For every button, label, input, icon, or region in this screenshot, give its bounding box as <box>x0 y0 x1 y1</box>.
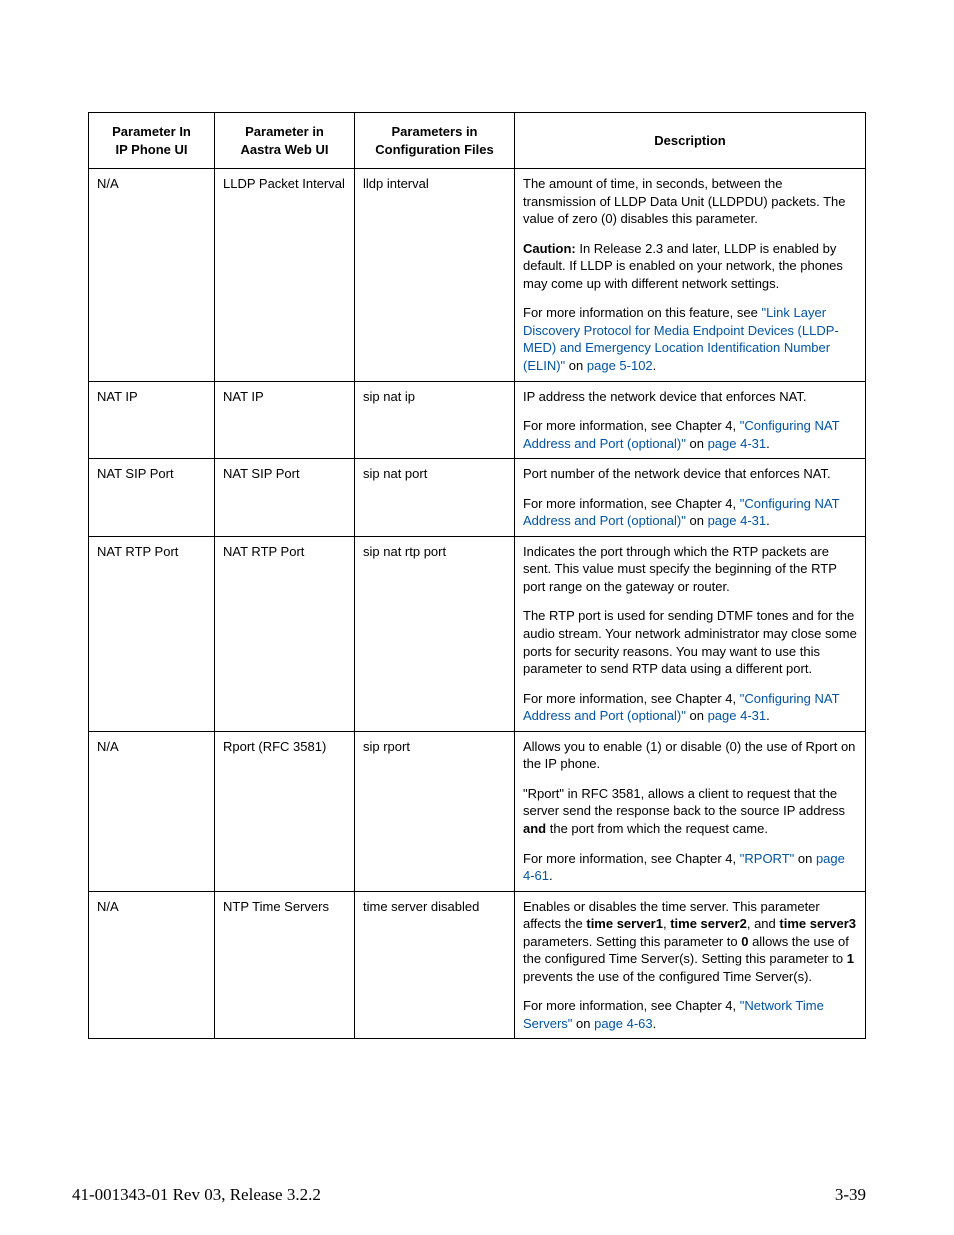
footer-page-number: 3-39 <box>835 1185 866 1205</box>
cell-config: sip nat port <box>355 459 515 537</box>
page-link[interactable]: page 4-31 <box>708 708 767 723</box>
cell-description: Indicates the port through which the RTP… <box>515 536 866 731</box>
cell-description: The amount of time, in seconds, between … <box>515 169 866 381</box>
header-config-files: Parameters inConfiguration Files <box>355 113 515 169</box>
cell-phone-ui: N/A <box>89 169 215 381</box>
table-row: N/A LLDP Packet Interval lldp interval T… <box>89 169 866 381</box>
desc-text: For more information, see Chapter 4, "RP… <box>523 850 857 885</box>
table-header-row: Parameter InIP Phone UI Parameter inAast… <box>89 113 866 169</box>
page-footer: 41-001343-01 Rev 03, Release 3.2.2 3-39 <box>72 1185 866 1205</box>
cell-description: Allows you to enable (1) or disable (0) … <box>515 731 866 891</box>
cell-phone-ui: N/A <box>89 731 215 891</box>
page-link[interactable]: page 4-63 <box>594 1016 653 1031</box>
table-row: NAT IP NAT IP sip nat ip IP address the … <box>89 381 866 459</box>
desc-text: For more information, see Chapter 4, "Co… <box>523 417 857 452</box>
cell-phone-ui: NAT IP <box>89 381 215 459</box>
cell-web-ui: NAT IP <box>215 381 355 459</box>
desc-text: IP address the network device that enfor… <box>523 388 857 406</box>
desc-text: The amount of time, in seconds, between … <box>523 175 857 228</box>
cell-description: IP address the network device that enfor… <box>515 381 866 459</box>
cell-web-ui: NTP Time Servers <box>215 891 355 1039</box>
cell-config: time server disabled <box>355 891 515 1039</box>
page-link[interactable]: page 4-31 <box>708 436 767 451</box>
cell-config: lldp interval <box>355 169 515 381</box>
cell-config: sip nat rtp port <box>355 536 515 731</box>
desc-text: Indicates the port through which the RTP… <box>523 543 857 596</box>
desc-text: For more information, see Chapter 4, "Co… <box>523 690 857 725</box>
desc-text: For more information, see Chapter 4, "Co… <box>523 495 857 530</box>
cell-config: sip rport <box>355 731 515 891</box>
table-row: N/A NTP Time Servers time server disable… <box>89 891 866 1039</box>
desc-text: The RTP port is used for sending DTMF to… <box>523 607 857 677</box>
desc-text: Enables or disables the time server. Thi… <box>523 898 857 986</box>
cell-config: sip nat ip <box>355 381 515 459</box>
cell-phone-ui: N/A <box>89 891 215 1039</box>
desc-text: "Rport" in RFC 3581, allows a client to … <box>523 785 857 838</box>
desc-text: Port number of the network device that e… <box>523 465 857 483</box>
cell-phone-ui: NAT SIP Port <box>89 459 215 537</box>
desc-text: Allows you to enable (1) or disable (0) … <box>523 738 857 773</box>
footer-doc-info: 41-001343-01 Rev 03, Release 3.2.2 <box>72 1185 321 1205</box>
page-link[interactable]: page 4-31 <box>708 513 767 528</box>
table-row: N/A Rport (RFC 3581) sip rport Allows yo… <box>89 731 866 891</box>
header-aastra-web-ui: Parameter inAastra Web UI <box>215 113 355 169</box>
header-ip-phone-ui: Parameter InIP Phone UI <box>89 113 215 169</box>
cell-phone-ui: NAT RTP Port <box>89 536 215 731</box>
header-description: Description <box>515 113 866 169</box>
table-row: NAT RTP Port NAT RTP Port sip nat rtp po… <box>89 536 866 731</box>
desc-text: For more information on this feature, se… <box>523 304 857 374</box>
cell-web-ui: Rport (RFC 3581) <box>215 731 355 891</box>
desc-text: Caution: In Release 2.3 and later, LLDP … <box>523 240 857 293</box>
cell-web-ui: NAT RTP Port <box>215 536 355 731</box>
page-link[interactable]: page 5-102 <box>587 358 653 373</box>
desc-text: For more information, see Chapter 4, "Ne… <box>523 997 857 1032</box>
xref-link[interactable]: "RPORT" <box>740 851 795 866</box>
parameter-table: Parameter InIP Phone UI Parameter inAast… <box>88 112 866 1039</box>
table-row: NAT SIP Port NAT SIP Port sip nat port P… <box>89 459 866 537</box>
cell-description: Port number of the network device that e… <box>515 459 866 537</box>
cell-description: Enables or disables the time server. Thi… <box>515 891 866 1039</box>
cell-web-ui: LLDP Packet Interval <box>215 169 355 381</box>
cell-web-ui: NAT SIP Port <box>215 459 355 537</box>
